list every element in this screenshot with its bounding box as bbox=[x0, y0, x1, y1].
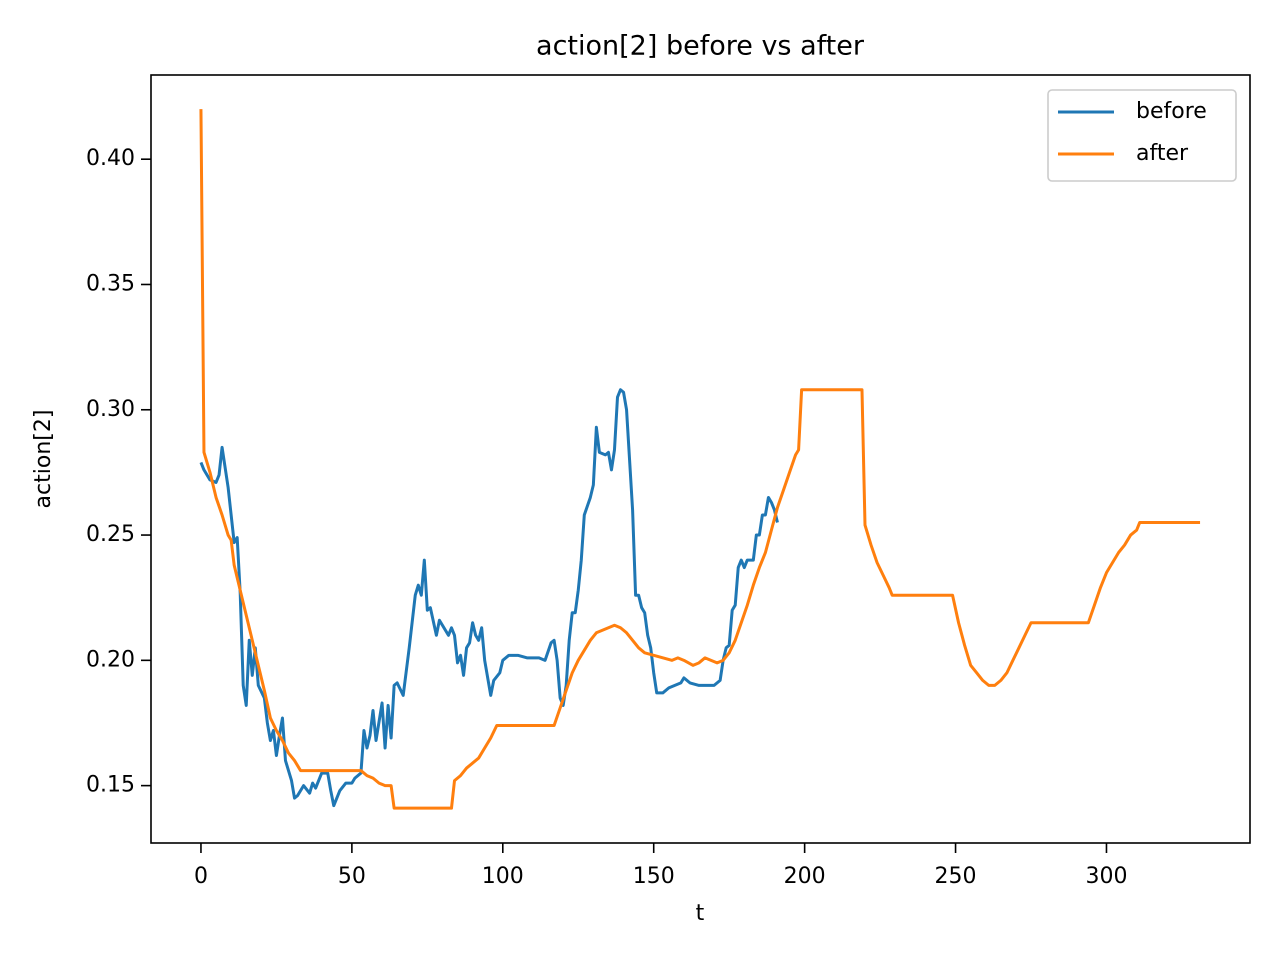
line-series bbox=[199, 109, 1201, 810]
x-tick-label: 50 bbox=[338, 864, 366, 889]
y-axis-label: action[2] bbox=[31, 410, 56, 509]
legend-label: before bbox=[1136, 99, 1207, 124]
legend-label: after bbox=[1136, 141, 1189, 166]
x-tick-label: 150 bbox=[633, 864, 675, 889]
x-tick-label: 100 bbox=[482, 864, 524, 889]
x-tick-label: 0 bbox=[194, 864, 208, 889]
plot-frame bbox=[150, 74, 1251, 844]
line-series bbox=[199, 388, 779, 808]
x-tick-label: 300 bbox=[1085, 864, 1127, 889]
x-axis-label: t bbox=[696, 901, 705, 926]
y-tick-label: 0.15 bbox=[86, 773, 135, 798]
chart-title: action[2] before vs after bbox=[536, 31, 865, 62]
x-tick-label: 200 bbox=[784, 864, 826, 889]
x-tick-label: 250 bbox=[935, 864, 977, 889]
y-tick-label: 0.35 bbox=[86, 271, 135, 296]
y-tick-label: 0.25 bbox=[86, 522, 135, 547]
y-tick-label: 0.20 bbox=[86, 647, 135, 672]
y-tick-label: 0.40 bbox=[86, 146, 135, 171]
y-tick-label: 0.30 bbox=[86, 397, 135, 422]
